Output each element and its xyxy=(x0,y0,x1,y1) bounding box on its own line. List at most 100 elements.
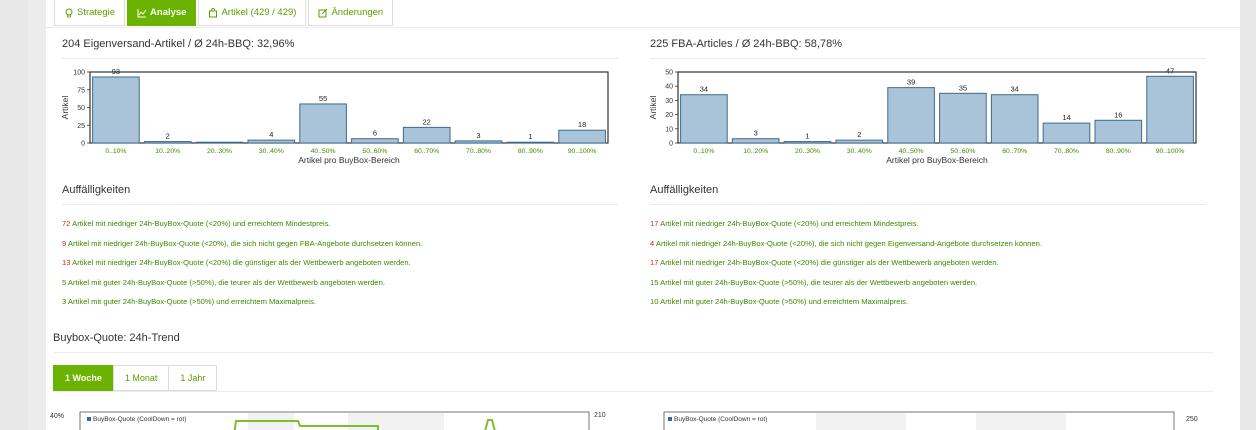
issue-count: 9 xyxy=(62,238,67,248)
y-tick-label: 40 xyxy=(665,84,673,91)
tab-label: Änderungen xyxy=(331,7,384,18)
tab-label: Analyse xyxy=(150,7,187,18)
x-tick-label: 0..10% xyxy=(105,148,126,155)
bar xyxy=(454,140,503,144)
bar-value-label: 18 xyxy=(578,120,586,129)
y-tick-label: 25 xyxy=(77,123,85,130)
bar-value-label: 16 xyxy=(1114,110,1122,119)
left-histogram-svg: 0 25 50 75 100 Artikel 93 0..10% 2 10..20% 20..30%… xyxy=(60,67,609,165)
right-trend-svg: BuyBox-Quote (CoolDown = rot) 250 xyxy=(663,411,1198,430)
tab-strategie[interactable]: Strategie xyxy=(54,0,126,26)
issue-text: Artikel mit niedriger 24h-BuyBox-Quote (… xyxy=(654,238,1042,248)
tab-artikel[interactable]: Artikel (429 / 429) xyxy=(198,0,307,26)
issue-text: Artikel mit guter 24h-BuyBox-Quote (>50%… xyxy=(658,297,909,306)
tab-1-woche[interactable]: 1 Woche xyxy=(53,365,114,391)
issue-item: 9 Artikel mit niedriger 24h-BuyBox-Quote… xyxy=(62,239,422,248)
x-tick-label: 80..90% xyxy=(518,148,543,155)
bar xyxy=(887,87,935,144)
issue-item: 5 Artikel mit guter 24h-BuyBox-Quote (>5… xyxy=(62,278,385,287)
bar xyxy=(990,94,1039,144)
issue-item: 3 Artikel mit guter 24h-BuyBox-Quote (>5… xyxy=(62,297,316,306)
right-histogram-svg: 0 10 20 30 40 50 Artikel 34 0..10% 3 10..20% 1 20..3… xyxy=(648,66,1197,165)
trend-line xyxy=(233,420,379,430)
x-tick-label: 30..40% xyxy=(259,148,284,155)
x-tick-label: 60..70% xyxy=(1002,148,1027,155)
bar xyxy=(402,126,451,144)
x-tick-label: 40..50% xyxy=(899,148,924,155)
x-axis-label: Artikel pro BuyBox-Bereich xyxy=(298,155,400,165)
right-trend-chart: BuyBox-Quote (CoolDown = rot) 250 xyxy=(646,405,1216,430)
divider xyxy=(650,204,1206,205)
x-tick-label: 80..90% xyxy=(1106,148,1131,155)
bar-value-label: 47 xyxy=(1166,66,1174,75)
tab-1-monat[interactable]: 1 Monat xyxy=(112,365,170,391)
bar-value-label: 34 xyxy=(700,85,708,94)
trend-y2-label: 210 xyxy=(594,412,606,419)
bar-value-label: 14 xyxy=(1062,113,1070,122)
tab-analyse[interactable]: Analyse xyxy=(127,0,197,26)
x-tick-label: 10..20% xyxy=(743,148,768,155)
trend-band xyxy=(816,413,906,430)
bar xyxy=(680,94,728,144)
issue-text: Artikel mit guter 24h-BuyBox-Quote (>50%… xyxy=(658,277,978,287)
issue-item: 10 Artikel mit guter 24h-BuyBox-Quote (>… xyxy=(650,297,908,306)
edit-icon xyxy=(318,8,328,17)
left-issues-title: Auffälligkeiten xyxy=(62,184,131,196)
bar-value-label: 1 xyxy=(528,132,532,141)
tab-label: Artikel (429 / 429) xyxy=(221,7,297,18)
bar-value-label: 34 xyxy=(1011,85,1019,94)
bar-value-label: 2 xyxy=(857,130,861,139)
y-tick-label: 20 xyxy=(665,112,673,119)
issue-item: 17 Artikel mit niedriger 24h-BuyBox-Quot… xyxy=(650,219,919,228)
issue-count: 3 xyxy=(62,297,67,306)
right-histogram: 0 10 20 30 40 50 Artikel 34 0..10% 3 10..20% 1 20..3… xyxy=(644,62,1204,177)
y-tick-label: 50 xyxy=(665,70,673,77)
x-tick-label: 20..30% xyxy=(207,148,232,155)
y-tick-label: 0 xyxy=(81,141,85,148)
y-axis-label: Artikel xyxy=(60,96,70,120)
issue-count: 15 xyxy=(650,277,659,287)
issue-text: Artikel mit niedriger 24h-BuyBox-Quote (… xyxy=(70,258,411,267)
trend-legend: BuyBox-Quote (CoolDown = rot) xyxy=(93,416,186,423)
bar-value-label: 3 xyxy=(476,131,480,140)
bar-value-label: 3 xyxy=(754,129,758,138)
issue-count: 72 xyxy=(62,219,71,228)
bar xyxy=(143,141,192,144)
divider xyxy=(650,58,1206,59)
bar xyxy=(558,129,606,144)
tab-1-jahr[interactable]: 1 Jahr xyxy=(168,365,218,391)
bar-value-label: 1 xyxy=(805,132,809,141)
legend-swatch xyxy=(668,417,672,421)
divider xyxy=(53,391,1213,392)
bar xyxy=(92,76,140,144)
divider xyxy=(62,58,618,59)
x-tick-label: 90..100% xyxy=(568,148,597,155)
trend-title: Buybox-Quote: 24h-Trend xyxy=(53,332,180,344)
bag-icon xyxy=(209,7,218,17)
issue-text: Artikel mit niedriger 24h-BuyBox-Quote (… xyxy=(658,219,919,228)
tab-aenderungen[interactable]: Änderungen xyxy=(308,0,394,26)
issue-text: Artikel mit guter 24h-BuyBox-Quote (>50%… xyxy=(66,277,385,287)
issue-item: 4 Artikel mit niedriger 24h-BuyBox-Quote… xyxy=(650,239,1042,248)
x-tick-label: 50..60% xyxy=(362,148,387,155)
legend-swatch xyxy=(87,417,91,421)
bar xyxy=(1042,122,1091,144)
y-tick-label: 75 xyxy=(77,87,85,94)
x-tick-label: 10..20% xyxy=(155,148,180,155)
divider xyxy=(53,352,1213,353)
x-tick-label: 70..80% xyxy=(466,148,491,155)
bar-value-label: 4 xyxy=(269,130,273,139)
divider xyxy=(62,204,618,205)
issue-text: Artikel mit niedriger 24h-BuyBox-Quote (… xyxy=(658,258,999,267)
divider xyxy=(46,27,1240,28)
tab-label: Strategie xyxy=(77,7,116,18)
trend-legend: BuyBox-Quote (CoolDown = rot) xyxy=(674,416,767,423)
bar xyxy=(731,138,780,144)
y-tick-label: 10 xyxy=(665,126,673,133)
trend-tabs: 1 Woche 1 Monat 1 Jahr xyxy=(53,365,218,391)
bar xyxy=(299,103,347,144)
trend-plot-area xyxy=(79,411,590,430)
x-tick-label: 0..10% xyxy=(693,148,714,155)
trend-band xyxy=(976,413,1066,430)
left-section-title: 204 Eigenversand-Artikel / Ø 24h-BBQ: 32… xyxy=(62,38,295,50)
